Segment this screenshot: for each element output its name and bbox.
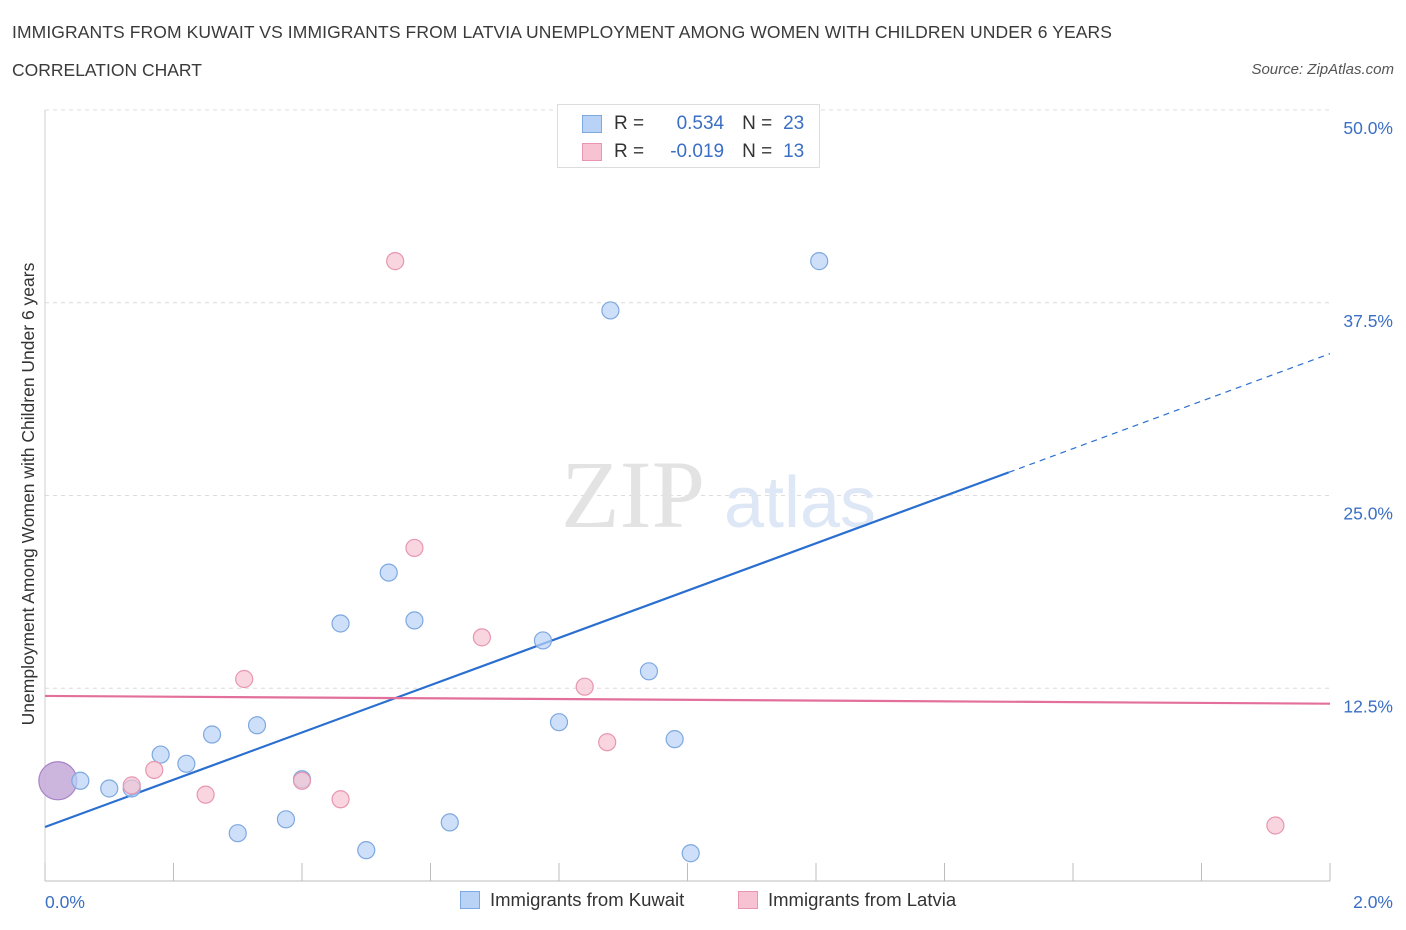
- trend-line-latvia: [44, 694, 1331, 705]
- latvia-point: [598, 733, 617, 752]
- kuwait-point: [276, 810, 296, 829]
- kuwait-point: [810, 252, 829, 271]
- watermark-atlas: atlas: [724, 463, 876, 543]
- latvia-point: [196, 785, 215, 804]
- series-legend-latvia: Immigrants from Latvia: [738, 889, 956, 911]
- legend-row-kuwait: R = 0.534 N = 23: [582, 112, 804, 136]
- legend-r-value-latvia: -0.019: [670, 141, 725, 162]
- kuwait-point: [681, 844, 700, 863]
- kuwait-point: [665, 730, 684, 749]
- legend-r-label: R =: [614, 113, 645, 134]
- latvia-point: [405, 538, 424, 558]
- source-label: Source: ZipAtlas.com: [1251, 61, 1394, 78]
- grid-layer: [45, 109, 1330, 689]
- kuwait-point: [228, 824, 247, 843]
- y-tick-label: 25.0%: [1343, 504, 1393, 524]
- series-name-kuwait: Immigrants from Kuwait: [490, 889, 685, 910]
- kuwait-point: [151, 745, 170, 764]
- trend-line-kuwait: [44, 471, 1010, 829]
- trend-line-kuwait-extension: [1008, 353, 1331, 473]
- watermark-zip: ZIP: [561, 441, 705, 548]
- latvia-point: [145, 760, 164, 780]
- y-tick-label: 50.0%: [1343, 118, 1393, 138]
- legend-r-label: R =: [614, 141, 645, 162]
- chart-title: IMMIGRANTS FROM KUWAIT VS IMMIGRANTS FRO…: [12, 22, 1113, 42]
- kuwait-point: [177, 754, 196, 773]
- trend-layer: [44, 353, 1331, 829]
- axes-layer: [44, 110, 1331, 882]
- legend-n-value-kuwait: 23: [783, 113, 805, 134]
- series-swatch-latvia: [738, 891, 758, 909]
- series-swatch-kuwait: [460, 891, 480, 909]
- kuwait-point: [357, 841, 376, 860]
- latvia-point: [331, 790, 350, 809]
- latvia-point: [235, 669, 254, 689]
- kuwait-point: [379, 563, 398, 582]
- latvia-point: [1266, 816, 1285, 835]
- series-legend-kuwait: Immigrants from Kuwait: [460, 889, 684, 911]
- y-axis-label: Unemployment Among Women with Children U…: [18, 262, 38, 725]
- kuwait-point: [38, 761, 78, 801]
- kuwait-point: [247, 716, 267, 735]
- kuwait-point: [331, 614, 350, 633]
- y-tick-label: 12.5%: [1343, 696, 1393, 716]
- latvia-point: [575, 677, 594, 696]
- kuwait-point: [601, 301, 620, 320]
- legend-n-label: N =: [742, 113, 773, 134]
- kuwait-point: [405, 611, 424, 630]
- y-tick-label: 37.5%: [1343, 311, 1393, 331]
- x-tick-label: 0.0%: [45, 892, 85, 912]
- chart-subtitle: CORRELATION CHART: [12, 60, 202, 80]
- correlation-legend: R = 0.534 N = 23 R = -0.019 N = 13: [557, 104, 820, 168]
- kuwait-point: [71, 771, 90, 790]
- labels-layer: 12.5% 25.0% 37.5% 50.0% 0.0% 2.0%: [45, 118, 1393, 912]
- legend-r-value-kuwait: 0.534: [676, 113, 725, 134]
- legend-n-label: N =: [742, 141, 773, 162]
- latvia-point: [472, 628, 491, 647]
- kuwait-point: [202, 725, 222, 744]
- legend-n-value-latvia: 13: [783, 141, 805, 162]
- series-name-latvia: Immigrants from Latvia: [768, 889, 957, 910]
- legend-swatch-latvia: [582, 143, 602, 161]
- points-layer: [38, 252, 1285, 863]
- kuwait-point: [533, 631, 553, 650]
- kuwait-point: [440, 813, 459, 832]
- legend-row-latvia: R = -0.019 N = 13: [582, 140, 804, 164]
- kuwait-point: [639, 662, 659, 681]
- kuwait-point: [100, 779, 119, 798]
- latvia-point: [292, 771, 312, 790]
- legend-swatch-kuwait: [582, 115, 602, 133]
- x-tick-label: 2.0%: [1353, 892, 1393, 912]
- latvia-point: [386, 252, 405, 271]
- latvia-point: [122, 776, 141, 795]
- kuwait-point: [549, 713, 569, 732]
